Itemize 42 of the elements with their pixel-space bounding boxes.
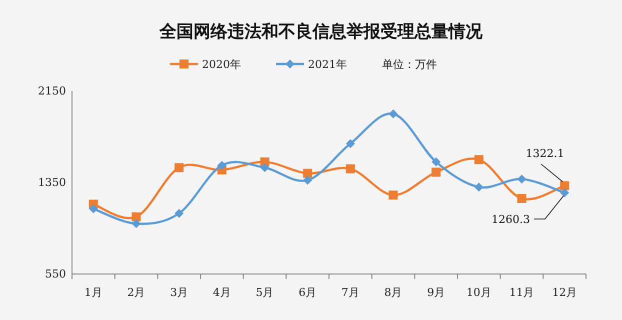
point [260, 163, 270, 172]
y-tick-label: 2150 [38, 84, 66, 98]
chart-title: 全国网络违法和不良信息举报受理总量情况 [158, 22, 484, 42]
point [132, 219, 141, 228]
x-tick-label: 7月 [341, 286, 360, 299]
x-tick-label: 12月 [552, 286, 578, 299]
point [432, 157, 441, 166]
x-tick-label: 10月 [466, 286, 492, 299]
point [560, 181, 570, 190]
x-tick-label: 9月 [427, 286, 446, 299]
annotation: 1322.1 [526, 147, 564, 160]
x-tick-label: 1月 [84, 286, 102, 299]
point [174, 163, 184, 172]
point [217, 160, 226, 170]
point [303, 168, 312, 178]
point [88, 204, 98, 214]
point [132, 212, 141, 222]
legend-label: 2021年 [308, 58, 347, 71]
x-tick-label: 2月 [127, 286, 146, 299]
x-tick-label: 5月 [256, 286, 274, 299]
point [517, 174, 526, 184]
point [388, 190, 398, 200]
y-tick-label: 550 [45, 268, 66, 280]
legend-label: 2020年 [202, 58, 241, 71]
x-tick-label: 8月 [384, 286, 402, 299]
point [517, 194, 526, 204]
x-tick-label: 6月 [298, 286, 317, 299]
x-tick-label: 11月 [509, 286, 534, 299]
point [303, 176, 312, 185]
x-tick-label: 3月 [170, 286, 188, 299]
text: 单位：万件 [382, 58, 437, 71]
point [432, 168, 441, 177]
point [388, 109, 398, 118]
point [346, 139, 355, 148]
x-tick-label: 4月 [212, 286, 231, 299]
y-tick-label: 1350 [38, 176, 66, 189]
point [560, 188, 570, 198]
point [474, 182, 484, 192]
point [474, 155, 484, 164]
point [174, 208, 184, 218]
annotation: 1260.3 [492, 213, 530, 226]
point [346, 164, 355, 174]
